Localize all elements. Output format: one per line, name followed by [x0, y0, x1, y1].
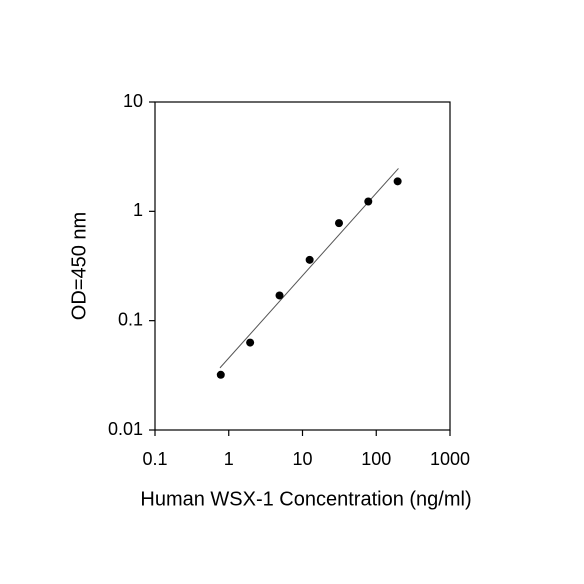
y-tick-label: 0.1: [118, 309, 143, 329]
x-tick-label: 1000: [430, 449, 470, 469]
y-tick-label: 1: [133, 200, 143, 220]
x-tick-label: 100: [361, 449, 391, 469]
y-tick-label: 0.01: [108, 419, 143, 439]
data-point: [275, 291, 284, 300]
fit-line: [219, 168, 399, 369]
data-point: [364, 197, 373, 206]
data-point: [246, 338, 255, 347]
data-point: [216, 370, 225, 379]
x-axis-title: Human WSX-1 Concentration (ng/ml): [140, 488, 471, 510]
y-tick-label: 10: [123, 91, 143, 111]
data-point: [393, 177, 402, 186]
x-tick-label: 1: [224, 449, 234, 469]
data-point: [334, 219, 343, 228]
plot-frame: [154, 101, 451, 431]
x-tick-label: 0.1: [142, 449, 167, 469]
y-axis-title: OD=450 nm: [68, 212, 90, 320]
x-tick-label: 10: [292, 449, 312, 469]
data-point: [305, 255, 314, 264]
